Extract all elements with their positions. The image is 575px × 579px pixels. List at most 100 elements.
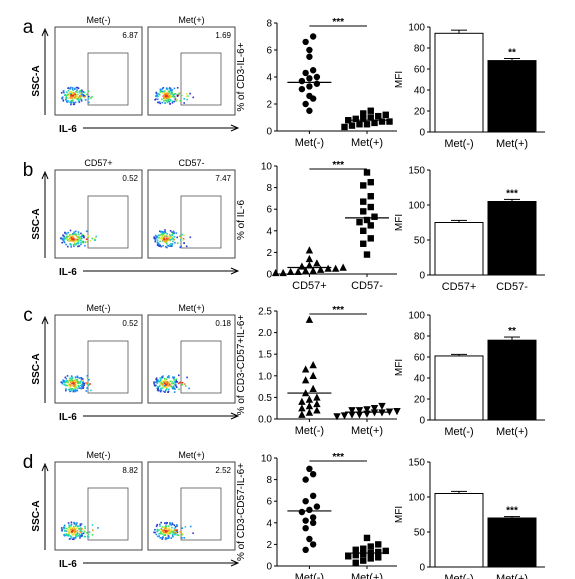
flow-event-dot: [169, 96, 172, 99]
flow-event-dot: [62, 234, 64, 236]
flow-event-dot: [76, 235, 78, 238]
il6-axis-arrow-icon: [230, 124, 240, 132]
flow-event-dot: [181, 383, 183, 386]
flow-event-dot: [175, 98, 178, 101]
flow-event-dot: [75, 525, 77, 527]
y-tick-label: 1.5: [258, 350, 272, 361]
data-point: [306, 107, 313, 114]
flow-event-dot: [70, 95, 72, 97]
flow-event-dot: [185, 93, 188, 95]
flow-event-dot: [84, 234, 86, 237]
data-point: [363, 251, 371, 258]
flow-event-dot: [67, 87, 69, 89]
data-point: [367, 193, 374, 200]
flow-event-dot: [169, 530, 171, 533]
flow-event-dot: [169, 528, 171, 531]
flow-event-dot: [154, 385, 156, 387]
flow-event-dot: [167, 385, 170, 387]
flow-event-dot: [71, 240, 74, 242]
flow-event-dot: [158, 237, 160, 239]
x-tick-label: Met(+): [351, 137, 383, 149]
flow-event-dot: [67, 522, 70, 524]
flow-event-dot: [186, 95, 188, 98]
flow-event-dot: [158, 535, 160, 537]
flow-event-dot: [74, 384, 76, 386]
bar: [434, 355, 484, 421]
flow-event-dot: [66, 236, 69, 238]
flow-plot-title: Met(-): [87, 303, 111, 313]
flow-event-dot: [60, 527, 63, 529]
scatter-chart-b: 0 2 4 6 8 10 % of IL-6 CD57+ CD57- ***: [236, 160, 397, 292]
flow-event-dot: [171, 100, 174, 103]
flow-event-dot: [76, 389, 79, 392]
flow-event-dot: [165, 94, 168, 97]
flow-event-dot: [72, 385, 74, 387]
flow-event-dot: [161, 88, 164, 90]
flow-event-dot: [81, 533, 84, 535]
flow-event-dot: [66, 529, 69, 532]
bar: [434, 493, 484, 568]
flow-event-dot: [68, 388, 70, 391]
flow-gate-percentage: 0.18: [215, 319, 231, 328]
data-point: [378, 118, 386, 125]
flow-event-dot: [160, 245, 162, 248]
flow-event-dot: [166, 244, 169, 247]
flow-event-dot: [154, 238, 157, 241]
flow-event-dot: [97, 527, 99, 529]
flow-event-dot: [68, 384, 70, 387]
bar: [487, 60, 537, 133]
flow-event-dot: [80, 387, 83, 390]
data-point: [309, 519, 317, 526]
flow-event-dot: [177, 94, 180, 97]
x-tick-label: CD57-: [496, 281, 528, 293]
flow-event-dot: [167, 97, 170, 100]
flow-event-dot: [68, 383, 70, 385]
flow-event-dot: [60, 92, 63, 94]
y-tick-label: 0: [266, 127, 272, 138]
flow-event-dot: [86, 377, 89, 380]
flow-event-dot: [79, 524, 82, 527]
flow-event-dot: [166, 88, 169, 90]
flow-event-dot: [74, 388, 76, 390]
flow-event-dot: [171, 387, 174, 390]
flow-event-dot: [74, 537, 77, 539]
flow-event-dot: [165, 382, 168, 385]
flow-event-dot: [159, 390, 162, 393]
flow-event-dot: [69, 384, 71, 386]
flow-gate-box: [180, 195, 222, 249]
data-point: [306, 75, 313, 82]
flow-event-dot: [69, 381, 72, 384]
y-axis-label: MFI: [394, 214, 405, 231]
flow-group-c: SSC-A IL-6 Met(-) 0.52 Met(+) 0.18: [31, 303, 240, 423]
flow-event-dot: [159, 90, 162, 92]
flow-event-dot: [159, 384, 161, 387]
flow-event-dot: [61, 238, 64, 240]
flow-event-dot: [154, 531, 156, 534]
flow-y-label: SSC-A: [31, 208, 42, 239]
flow-event-dot: [77, 242, 79, 244]
flow-group-a: SSC-A IL-6 Met(-) 6.87 Met(+) 1.69: [31, 15, 240, 135]
flow-event-dot: [70, 90, 72, 93]
flow-event-dot: [76, 375, 79, 378]
flow-event-dot: [171, 243, 174, 245]
flow-event-dot: [179, 246, 182, 249]
flow-event-dot: [76, 530, 79, 533]
flow-event-dot: [170, 243, 172, 245]
flow-event-dot: [72, 381, 74, 383]
flow-event-dot: [80, 98, 83, 101]
flow-event-dot: [159, 381, 162, 384]
flow-event-dot: [73, 538, 75, 541]
flow-event-dot: [167, 244, 170, 247]
flow-event-dot: [172, 387, 175, 390]
scatter-chart-a: 0 2 4 6 8 % of CD3-IL-6+ Met(-) Met(+) ***: [236, 17, 397, 149]
data-point: [313, 393, 321, 401]
flow-event-dot: [95, 235, 97, 238]
flow-event-dot: [79, 534, 81, 536]
flow-event-dot: [164, 386, 166, 389]
flow-event-dot: [164, 534, 167, 536]
y-tick-label: 150: [408, 458, 425, 469]
flow-event-dot: [82, 382, 85, 385]
flow-event-dot: [71, 378, 73, 381]
data-point: [313, 80, 321, 87]
bar: [487, 201, 537, 276]
